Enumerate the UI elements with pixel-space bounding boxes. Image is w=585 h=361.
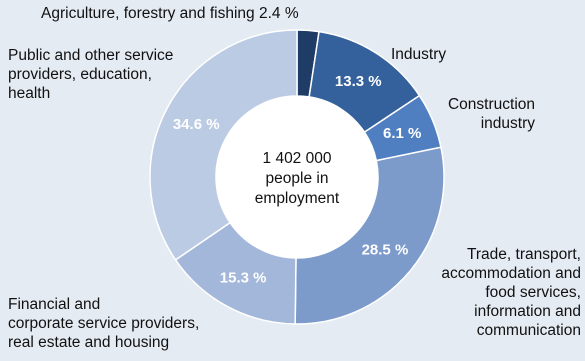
label-agriculture: Agriculture, forestry and fishing 2.4 % — [41, 5, 299, 22]
label-public: Public and other service providers, educ… — [8, 47, 174, 102]
slice-value-label-2: 6.1 % — [383, 125, 421, 142]
donut-hole — [216, 96, 378, 258]
label-construction: Construction industry — [447, 96, 535, 132]
label-industry: Industry — [391, 46, 447, 63]
slice-value-label-3: 28.5 % — [362, 242, 409, 259]
label-trade: Trade, transport, accommodation and food… — [441, 246, 581, 339]
value-labels-layer: 13.3 % 6.1 % 28.5 % 15.3 % 34.6 % — [173, 73, 422, 287]
slice-value-label-4: 15.3 % — [220, 269, 267, 286]
label-financial: Financial and corporate service provider… — [8, 296, 200, 351]
slice-value-label-5: 34.6 % — [173, 116, 220, 133]
center-label: 1 402 000 people in employment — [254, 150, 340, 207]
slice-value-label-1: 13.3 % — [335, 73, 382, 90]
